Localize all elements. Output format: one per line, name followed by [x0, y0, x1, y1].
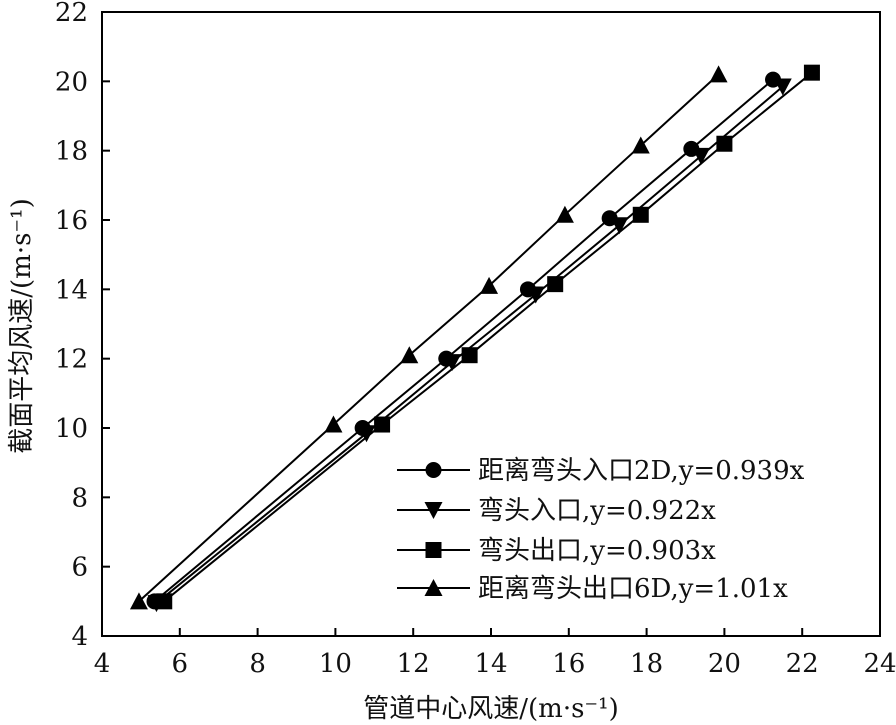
data-point	[610, 217, 629, 235]
series-3	[156, 64, 820, 610]
series-1	[146, 71, 782, 610]
x-tick-label: 18	[630, 649, 663, 679]
y-tick-label: 8	[71, 483, 88, 513]
legend-marker	[424, 579, 443, 596]
y-tick-label: 4	[71, 622, 88, 652]
data-point	[526, 286, 545, 304]
x-tick-label: 10	[319, 649, 352, 679]
y-tick-label: 10	[55, 414, 88, 444]
axis-ticks: 4 6 8 10 12 14 16 18 20 22 24 4 6 8 10 12 14 16 18 20 22	[55, 0, 896, 679]
legend-entry-1: 距离弯头入口2D,y=0.939x	[397, 456, 805, 486]
series-2	[147, 78, 792, 613]
legend: 距离弯头入口2D,y=0.939x 弯头入口,y=0.922x 弯头出口,y=0.9…	[397, 456, 805, 604]
x-tick-label: 22	[786, 649, 819, 679]
data-point	[716, 135, 733, 152]
legend-entry-4: 距离弯头出口6D,y=1.01x	[397, 574, 788, 604]
data-point	[547, 276, 564, 293]
data-point	[555, 205, 574, 223]
legend-marker	[425, 542, 442, 558]
y-tick-label: 20	[55, 67, 88, 97]
data-point	[357, 425, 376, 443]
x-tick-label: 14	[474, 649, 507, 679]
data-point	[709, 65, 728, 83]
legend-entry-2: 弯头入口,y=0.922x	[397, 496, 716, 526]
data-point	[692, 147, 711, 165]
data-point	[632, 206, 649, 223]
data-point	[803, 64, 820, 81]
y-tick-label: 6	[71, 553, 88, 583]
data-point	[129, 592, 148, 610]
x-tick-label: 4	[94, 649, 111, 679]
series-4	[129, 65, 728, 610]
data-point	[400, 346, 419, 364]
data-point	[631, 136, 650, 154]
y-tick-label: 22	[55, 0, 88, 28]
legend-label: 弯头入口,y=0.922x	[478, 496, 716, 526]
legend-label: 弯头出口,y=0.903x	[478, 536, 716, 566]
legend-marker	[424, 502, 443, 519]
x-axis-label: 管道中心风速/(m·s⁻¹)	[363, 694, 618, 724]
series-layer	[129, 64, 820, 613]
data-point	[324, 415, 343, 433]
y-tick-label: 16	[55, 206, 88, 236]
x-tick-label: 12	[397, 649, 430, 679]
y-tick-label: 14	[55, 275, 88, 305]
data-point	[374, 416, 391, 433]
data-point	[773, 78, 792, 96]
x-tick-label: 16	[552, 649, 585, 679]
data-point	[443, 354, 462, 372]
x-tick-label: 8	[249, 649, 266, 679]
y-tick-label: 18	[55, 137, 88, 167]
data-point	[461, 347, 478, 364]
data-point	[156, 593, 173, 610]
y-tick-label: 12	[55, 345, 88, 375]
data-point	[480, 276, 499, 294]
x-tick-label: 6	[172, 649, 189, 679]
legend-marker	[425, 462, 442, 478]
legend-label: 距离弯头出口6D,y=1.01x	[478, 574, 788, 604]
legend-label: 距离弯头入口2D,y=0.939x	[478, 456, 805, 486]
x-tick-label: 20	[708, 649, 741, 679]
x-tick-label: 24	[863, 649, 896, 679]
legend-entry-3: 弯头出口,y=0.903x	[397, 536, 716, 566]
y-axis-label: 截面平均风速/(m·s⁻¹)	[7, 198, 37, 453]
